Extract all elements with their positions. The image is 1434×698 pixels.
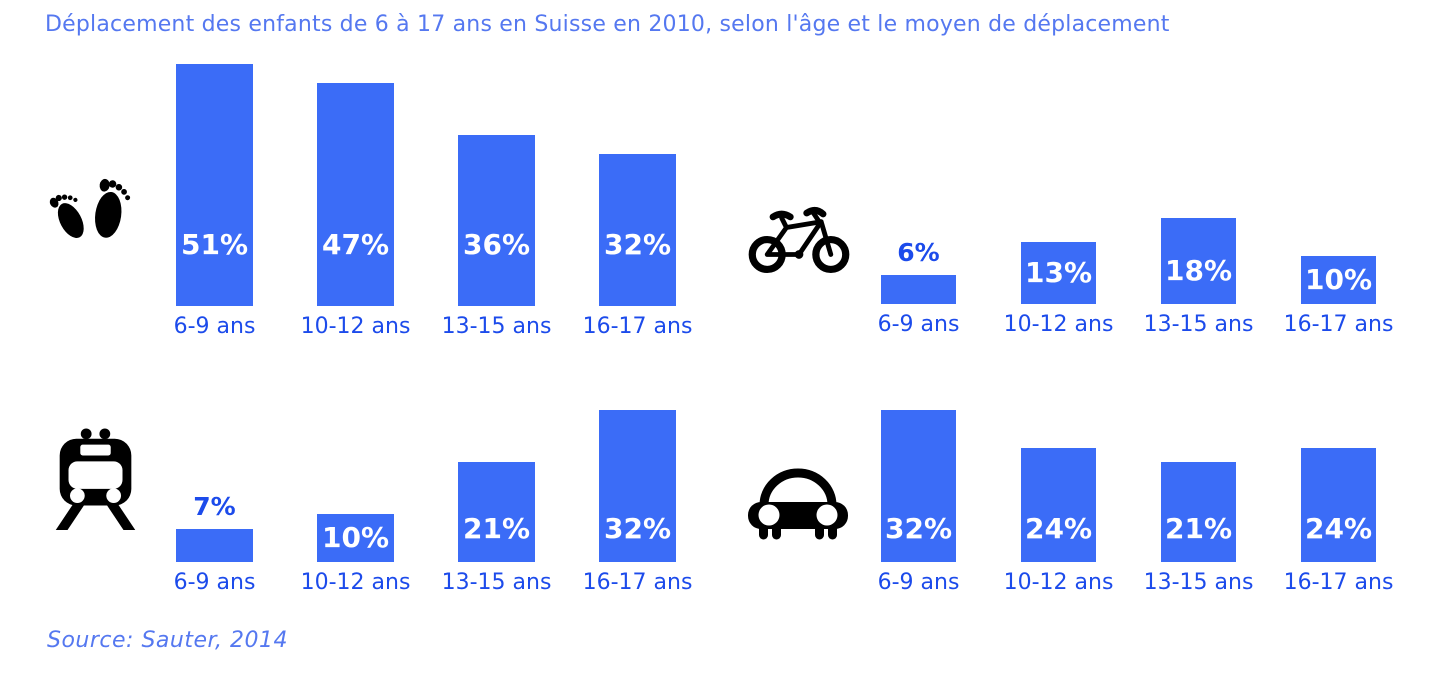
train-icon <box>55 428 136 531</box>
category-label: 6-9 ans <box>173 570 256 595</box>
category-label: 13-15 ans <box>1143 312 1254 337</box>
bar-bicycle-0 <box>881 275 956 304</box>
category-label: 10-12 ans <box>300 314 411 339</box>
category-label: 10-12 ans <box>300 570 411 595</box>
bar-value-label: 7% <box>193 492 236 521</box>
bicycle-icon <box>748 207 850 274</box>
bar-bicycle-3: 10% <box>1301 256 1376 304</box>
bar-car-3: 24% <box>1301 448 1376 562</box>
bar-value-label: 18% <box>1164 254 1233 287</box>
category-label: 16-17 ans <box>1283 570 1394 595</box>
category-label: 10-12 ans <box>1003 570 1114 595</box>
category-label: 6-9 ans <box>173 314 256 339</box>
bar-train-0 <box>176 529 253 562</box>
bar-value-label: 36% <box>462 228 531 261</box>
bar-value-label: 13% <box>1024 256 1093 289</box>
chart-title: Déplacement des enfants de 6 à 17 ans en… <box>45 12 1170 37</box>
bar-value-label: 24% <box>1024 512 1093 545</box>
bar-walking-2: 36% <box>458 135 535 306</box>
category-label: 16-17 ans <box>1283 312 1394 337</box>
source-caption: Source: Sauter, 2014 <box>47 628 288 653</box>
bar-walking-3: 32% <box>599 154 676 306</box>
bar-value-label: 32% <box>603 512 672 545</box>
bar-train-1: 10% <box>317 514 394 562</box>
bar-value-label: 10% <box>1304 263 1373 296</box>
bar-value-label: 32% <box>603 228 672 261</box>
bar-walking-0: 51% <box>176 64 253 306</box>
bar-value-label: 47% <box>321 228 390 261</box>
bar-walking-1: 47% <box>317 83 394 306</box>
category-label: 13-15 ans <box>441 314 552 339</box>
bar-train-2: 21% <box>458 462 535 562</box>
car-icon <box>748 468 848 540</box>
bar-value-label: 10% <box>321 521 390 554</box>
category-label: 16-17 ans <box>582 314 693 339</box>
bar-car-0: 32% <box>881 410 956 562</box>
bar-bicycle-2: 18% <box>1161 218 1236 304</box>
bar-value-label: 51% <box>180 228 249 261</box>
bar-value-label: 32% <box>884 512 953 545</box>
bar-value-label: 24% <box>1304 512 1373 545</box>
category-label: 6-9 ans <box>877 312 960 337</box>
category-label: 13-15 ans <box>441 570 552 595</box>
category-label: 10-12 ans <box>1003 312 1114 337</box>
category-label: 16-17 ans <box>582 570 693 595</box>
bar-value-label: 21% <box>462 512 531 545</box>
bar-value-label: 21% <box>1164 512 1233 545</box>
bar-value-label: 6% <box>897 238 940 267</box>
bar-car-1: 24% <box>1021 448 1096 562</box>
category-label: 13-15 ans <box>1143 570 1254 595</box>
bar-car-2: 21% <box>1161 462 1236 562</box>
category-label: 6-9 ans <box>877 570 960 595</box>
bar-train-3: 32% <box>599 410 676 562</box>
footprints-icon <box>49 178 131 239</box>
bar-bicycle-1: 13% <box>1021 242 1096 304</box>
